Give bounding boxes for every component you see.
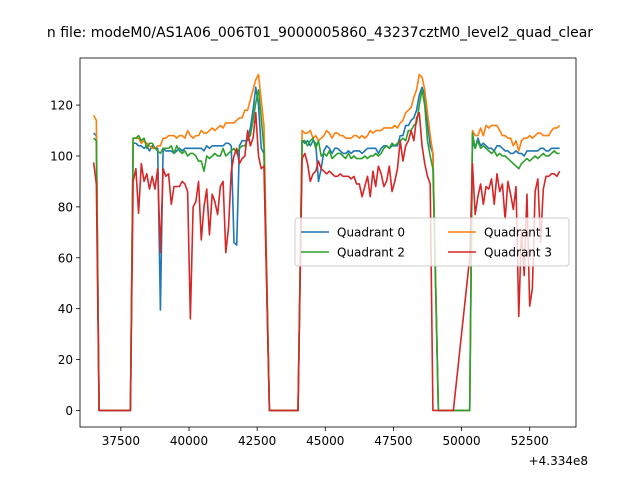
series-line-quadrant-0 <box>93 86 560 412</box>
series-line-quadrant-3 <box>92 111 561 412</box>
legend-label: Quadrant 3 <box>484 246 552 260</box>
x-tick-label: 42500 <box>238 434 276 448</box>
legend: Quadrant 0 Quadrant 1 Quadrant 2 Quadrant 3 <box>294 217 570 267</box>
y-tick-label: 120 <box>50 99 73 113</box>
x-tick-label: 40000 <box>170 434 208 448</box>
y-tick-label: 0 <box>65 404 73 418</box>
y-tick-label: 80 <box>58 200 73 214</box>
legend-label: Quadrant 0 <box>337 226 405 240</box>
x-tick-label: 50000 <box>442 434 480 448</box>
x-offset-label: +4.334e8 <box>529 454 588 468</box>
x-tick-label: 47500 <box>374 434 412 448</box>
legend-box <box>294 217 570 267</box>
series-line-quadrant-1 <box>92 73 561 412</box>
x-tick-label: 37500 <box>102 434 140 448</box>
chart-title: n file: modeM0/AS1A06_006T01_9000005860_… <box>47 25 593 41</box>
y-tick-label: 40 <box>58 302 73 316</box>
y-tick-label: 100 <box>50 149 73 163</box>
legend-label: Quadrant 2 <box>337 246 405 260</box>
x-tick-label: 45000 <box>306 434 344 448</box>
plot-frame <box>79 57 577 428</box>
x-axis: 37500 40000 42500 45000 47500 50000 52500 <box>102 427 549 448</box>
plot-lines <box>92 73 561 412</box>
x-tick-label: 52500 <box>511 434 549 448</box>
series-line-quadrant-2 <box>93 89 560 412</box>
y-tick-label: 20 <box>58 353 73 367</box>
y-tick-label: 60 <box>58 251 73 265</box>
legend-label: Quadrant 1 <box>484 226 552 240</box>
y-axis: 0 20 40 60 80 100 120 <box>50 99 80 418</box>
